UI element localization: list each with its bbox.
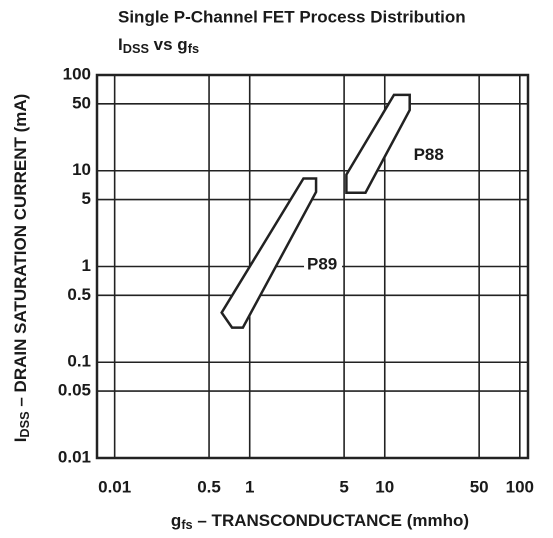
x-tick-label: 0.5 <box>197 477 221 496</box>
region-label: P88 <box>414 145 444 164</box>
subscript: DSS <box>123 41 149 56</box>
subscript: fs <box>181 517 192 532</box>
y-tick-label: 5 <box>82 189 91 208</box>
y-tick-label: 100 <box>63 64 91 83</box>
x-tick-label: 50 <box>470 477 489 496</box>
label-bg <box>410 145 449 166</box>
x-axis-label: gfs – TRANSCONDUCTANCE (mmho) <box>171 511 469 532</box>
y-tick-label: 10 <box>72 160 91 179</box>
region <box>220 177 318 329</box>
subscript: DSS <box>17 411 32 437</box>
label-part: – TRANSCONDUCTANCE (mmho) <box>193 511 469 530</box>
label-part: I <box>11 438 30 443</box>
chart-subtitle: IDSS vs gfs <box>118 35 199 56</box>
subscript: fs <box>188 41 199 56</box>
x-tick-label: 100 <box>506 477 534 496</box>
region-label: P89 <box>307 254 337 273</box>
x-tick-label: 10 <box>375 477 394 496</box>
y-tick-label: 0.05 <box>58 381 91 400</box>
plot-frame <box>95 73 530 460</box>
y-tick-label: 1 <box>82 256 91 275</box>
y-tick-label: 0.01 <box>58 447 91 466</box>
x-tick-label: 0.01 <box>98 477 131 496</box>
label-part: vs g <box>149 35 188 54</box>
x-tick-label: 1 <box>245 477 254 496</box>
y-tick-label: 50 <box>72 93 91 112</box>
x-tick-label: 5 <box>339 477 348 496</box>
region <box>345 93 411 194</box>
y-axis-label: IDSS – DRAIN SATURATION CURRENT (mA) <box>11 94 32 443</box>
y-tick-label: 0.1 <box>67 352 91 371</box>
chart-title: Single P-Channel FET Process Distributio… <box>118 7 466 26</box>
y-tick-label: 0.5 <box>67 285 91 304</box>
label-part: – DRAIN SATURATION CURRENT (mA) <box>11 94 30 412</box>
label-bg <box>304 254 343 275</box>
label-part: g <box>171 511 181 530</box>
label-part: I <box>118 35 123 54</box>
